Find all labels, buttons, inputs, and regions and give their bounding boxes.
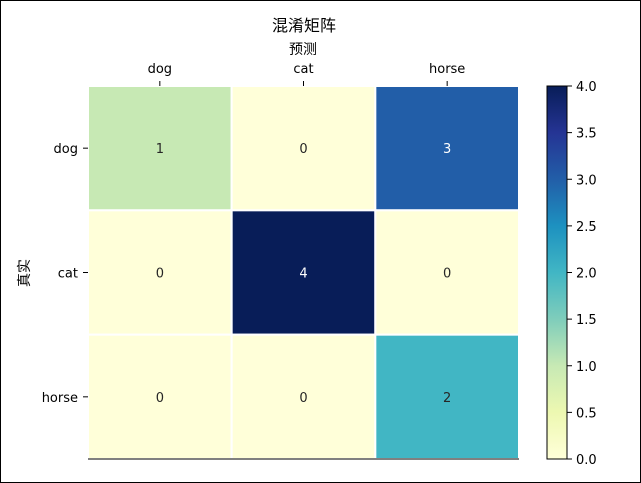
y-tick-label: horse [42, 391, 78, 406]
colorbar-tick-label: 2.5 [576, 220, 597, 235]
x-axis-label: 预测 [289, 42, 317, 58]
colorbar-tick-label: 1.5 [576, 313, 597, 328]
colorbar-tick-label: 3.5 [576, 127, 597, 142]
x-ticks: dog cat horse [148, 62, 465, 86]
cell-value-label: 0 [299, 142, 307, 157]
cell-value-label: 0 [156, 267, 164, 282]
cell-value-label: 0 [443, 267, 451, 282]
cell-value-label: 3 [443, 142, 451, 157]
cell-value-label: 2 [443, 391, 451, 406]
colorbar-tick-label: 2.0 [576, 267, 597, 282]
colorbar: 0.0 0.5 1.0 1.5 2.0 2.5 3.0 3.5 4.0 [546, 80, 597, 468]
heatmap-cell [374, 209, 521, 336]
y-tick-label: cat [58, 267, 78, 282]
cell-value-label: 0 [156, 391, 164, 406]
heatmap-cell [87, 209, 233, 336]
y-tick-label: dog [54, 142, 78, 157]
x-tick-label: horse [429, 62, 465, 77]
y-axis-label: 真实 [17, 259, 33, 287]
colorbar-tick-label: 0.0 [576, 453, 597, 468]
x-tick-label: dog [148, 62, 172, 77]
heatmap-cells: 1 0 3 0 4 0 0 0 2 [87, 85, 521, 460]
colorbar-tick-label: 4.0 [576, 80, 597, 95]
colorbar-gradient [546, 85, 568, 460]
x-tick-label: cat [293, 62, 313, 77]
colorbar-tick-label: 1.0 [576, 360, 597, 375]
cell-value-label: 4 [299, 267, 307, 282]
chart-title: 混淆矩阵 [272, 16, 336, 35]
cell-value-label: 1 [156, 142, 164, 157]
heatmap-cell [230, 85, 377, 212]
heatmap-cell [230, 333, 377, 460]
y-ticks: dog cat horse [42, 142, 88, 406]
colorbar-tick-label: 3.0 [576, 173, 597, 188]
colorbar-tick-label: 0.5 [576, 406, 597, 421]
cell-value-label: 0 [299, 391, 307, 406]
heatmap-cell [87, 85, 233, 212]
